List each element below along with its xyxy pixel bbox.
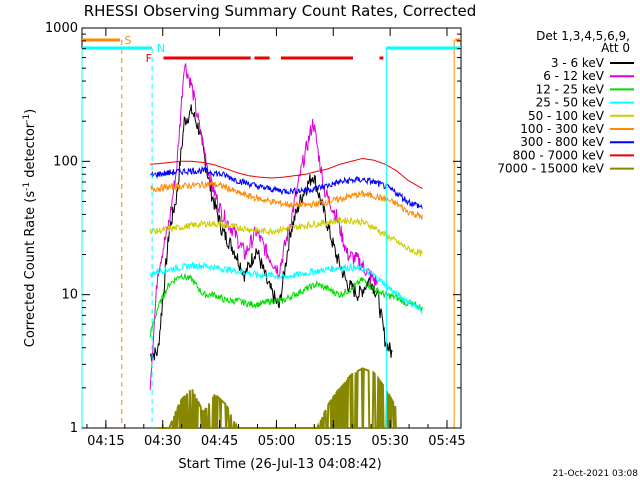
legend-header-line2: Att 0: [601, 41, 630, 55]
y-axis-label-end: ): [23, 109, 38, 114]
legend-entry-label: 12 - 25 keV: [536, 82, 605, 96]
tick-layer: 1 10 100 1000 04:15 04:30 04:45 05:00 05:15 05:30…: [45, 21, 466, 449]
legend-entry-label: 25 - 50 keV: [536, 96, 605, 110]
x-axis-label: Start Time (26-Jul-13 04:08:42): [178, 457, 381, 472]
x-tick-label: 05:30: [371, 434, 408, 449]
y-tick-label: 1000: [45, 21, 78, 36]
y-axis-label-sup1: -1: [22, 182, 32, 191]
legend-entry-label: 800 - 7000 keV: [513, 148, 605, 162]
y-axis-label-mid: detector: [23, 122, 38, 182]
legend-entry-label: 50 - 100 keV: [528, 109, 605, 123]
legend-entry-label: 3 - 6 keV: [551, 56, 605, 70]
x-tick-label: 04:30: [144, 434, 181, 449]
series-line: [150, 157, 423, 190]
footer-date: 21-Oct-2021 03:08: [553, 469, 639, 479]
series-line: [149, 272, 423, 338]
legend-header-line1: Det 1,3,4,5,6,9,: [536, 29, 630, 43]
y-axis-label-sup2: -1: [22, 114, 32, 123]
y-tick-label: 100: [53, 154, 78, 169]
night-label: N: [157, 42, 165, 55]
x-tick-label: 04:45: [201, 434, 238, 449]
y-tick-label: 10: [61, 288, 78, 303]
flare-label: F: [146, 52, 152, 65]
x-tick-label: 04:15: [87, 434, 124, 449]
legend-entry-label: 7000 - 15000 keV: [497, 162, 604, 176]
legend-entry-label: 100 - 300 keV: [520, 122, 604, 136]
y-tick-label: 1: [70, 421, 78, 436]
saa-label: S: [124, 34, 131, 47]
y-axis-label: Corrected Count Rate (s-1 detector-1): [22, 109, 38, 347]
series-line: [157, 367, 397, 429]
series-line: [150, 165, 423, 209]
plot-frame: [81, 27, 462, 429]
series-layer: [149, 63, 423, 429]
legend-entry-label: 6 - 12 keV: [543, 69, 605, 83]
series-line: [149, 261, 423, 315]
x-tick-label: 05:45: [428, 434, 465, 449]
series-line: [150, 179, 423, 220]
series-line: [149, 63, 378, 391]
x-tick-label: 05:15: [315, 434, 352, 449]
legend-entry-label: 300 - 800 keV: [520, 135, 604, 149]
x-tick-label: 05:00: [258, 434, 295, 449]
series-line: [149, 216, 423, 257]
y-axis-label-main: Corrected Count Rate (s: [23, 191, 38, 348]
chart-title: RHESSI Observing Summary Count Rates, Co…: [84, 2, 477, 20]
